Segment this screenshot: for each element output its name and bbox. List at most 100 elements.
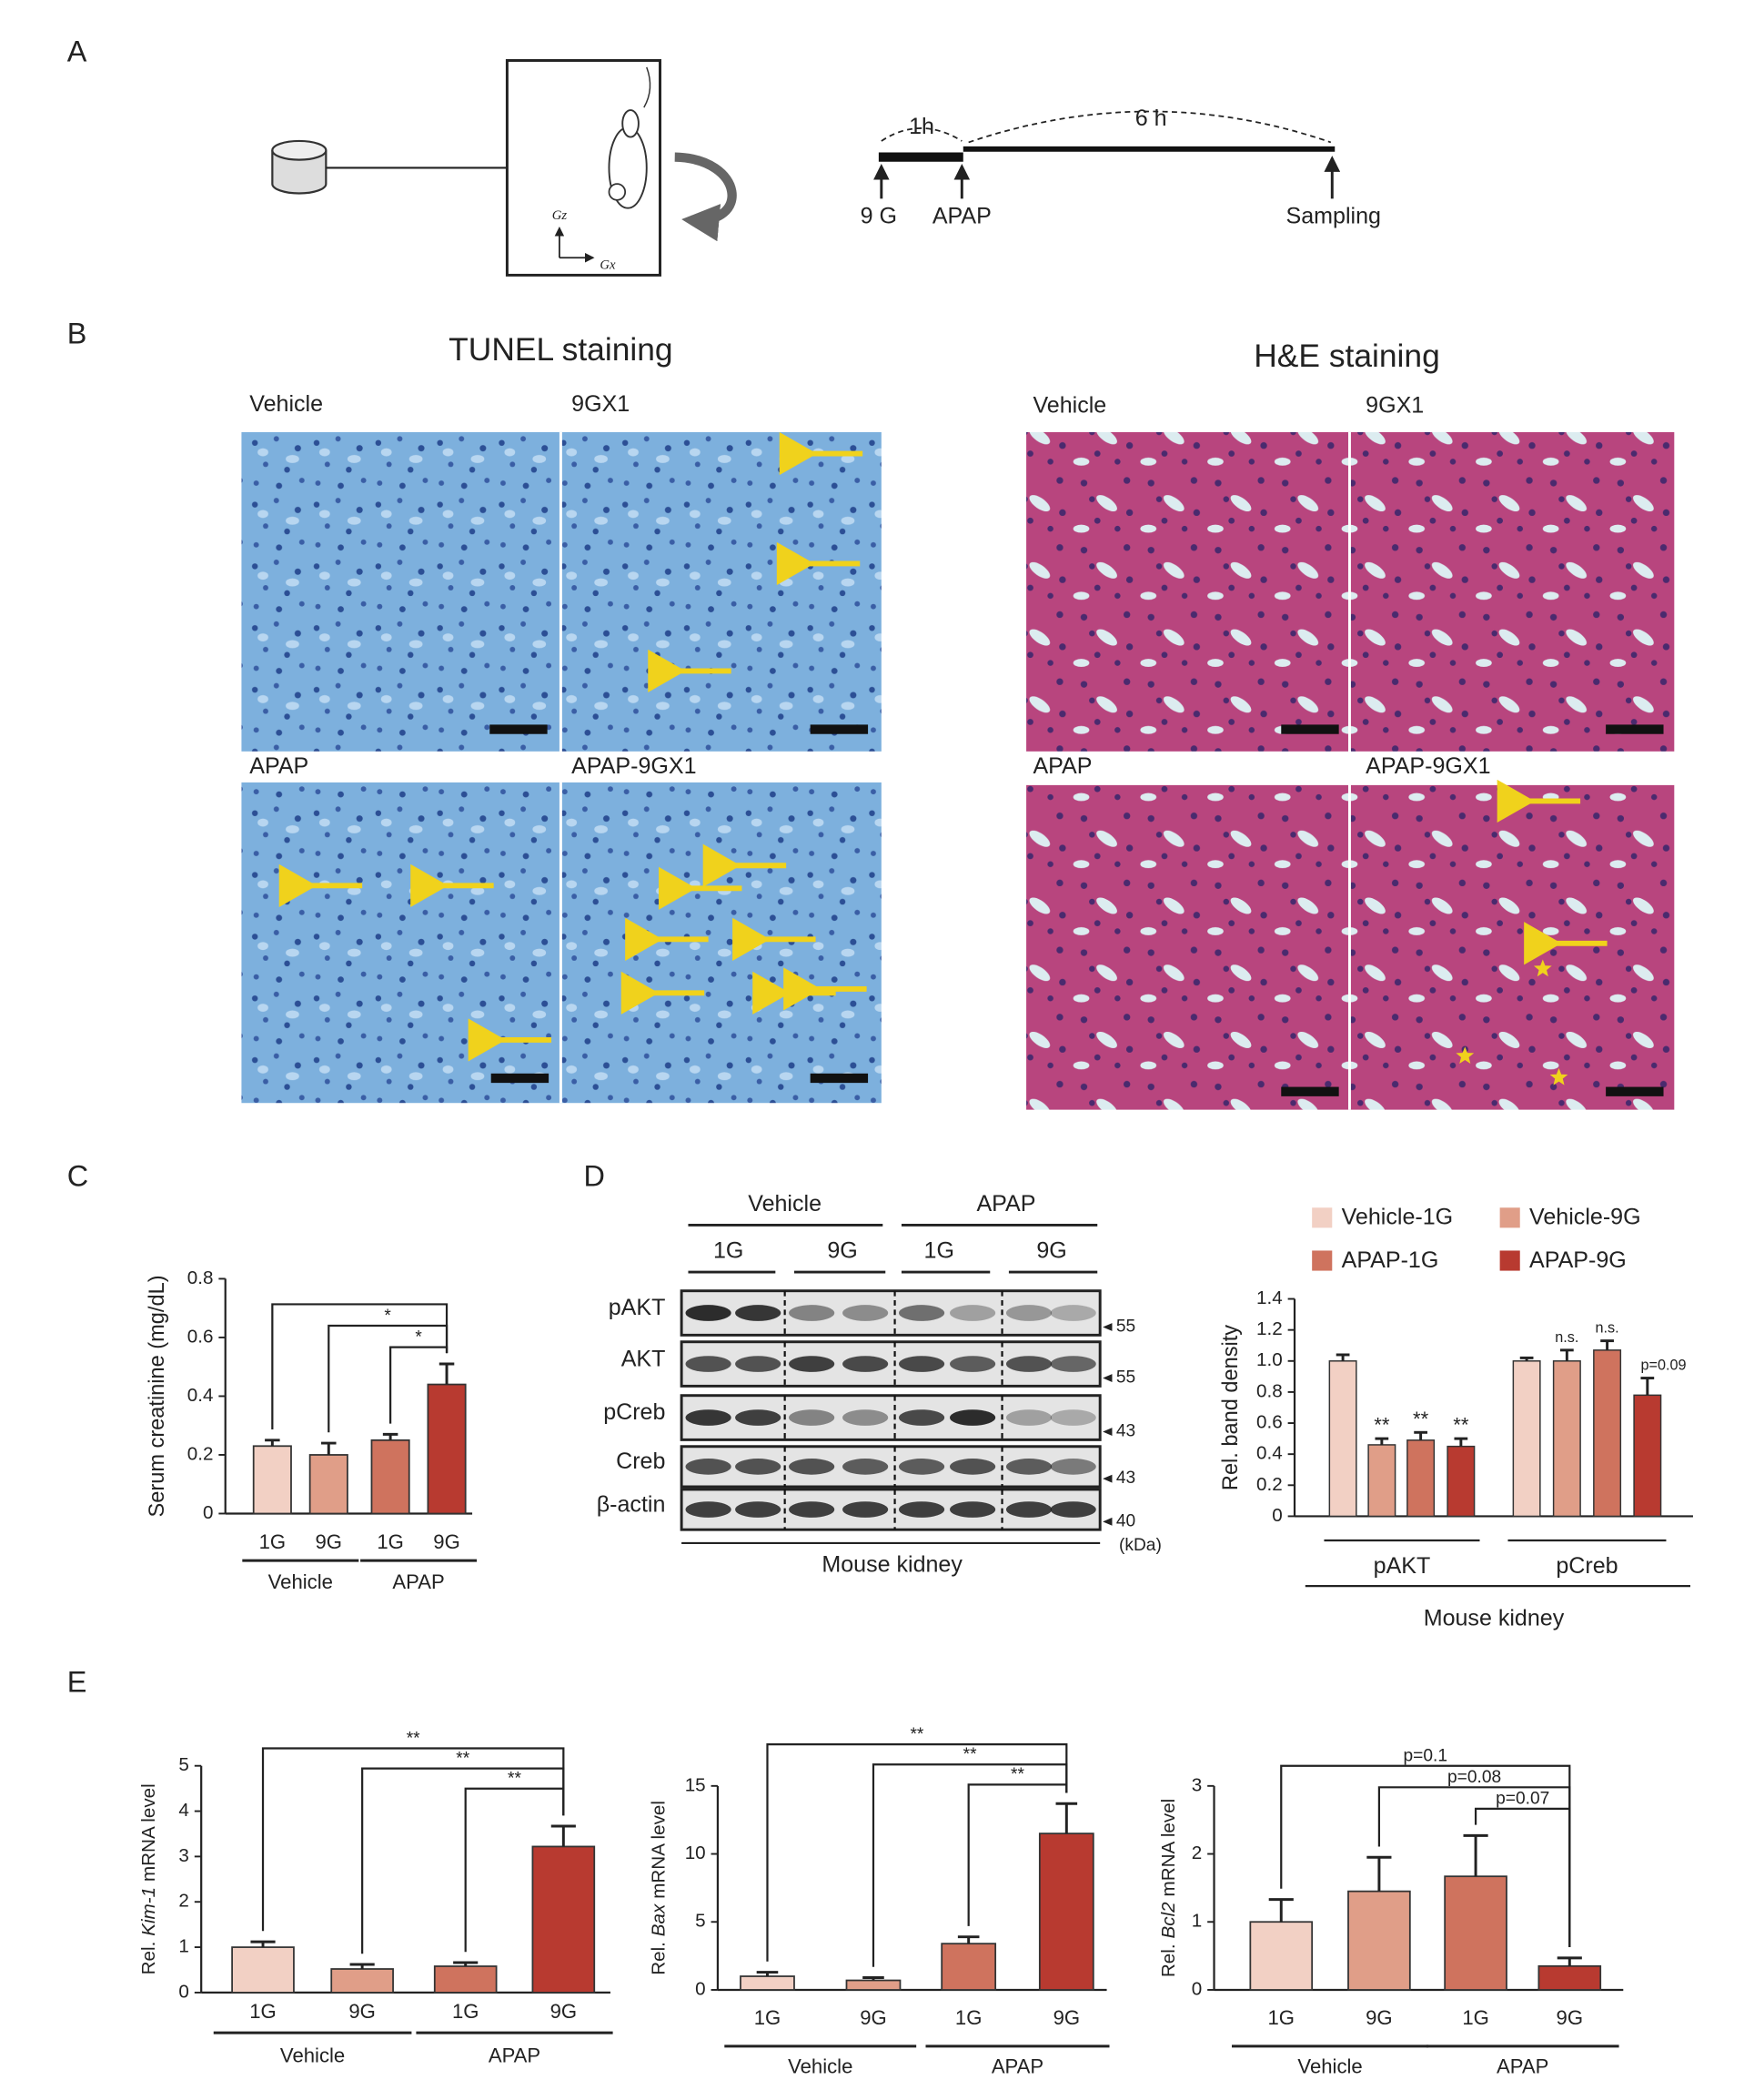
error-bar	[1454, 1437, 1468, 1447]
y-tick-label: 0.8	[1256, 1380, 1283, 1401]
y-tick-label: 0	[178, 1981, 188, 2002]
bar	[1447, 1445, 1476, 1518]
band	[842, 1305, 889, 1321]
error-bar	[1519, 1356, 1534, 1361]
y-tick-label: 2	[178, 1891, 188, 1912]
annotation-marks	[278, 431, 1664, 1096]
band	[1050, 1409, 1096, 1426]
bar	[433, 1965, 498, 1994]
bar	[1537, 1964, 1602, 1991]
interval-label: 1h	[909, 114, 934, 139]
scale-bar	[810, 724, 869, 734]
bar	[330, 1968, 394, 1994]
legend-label: APAP-9G	[1529, 1247, 1627, 1273]
mouse-tail	[643, 66, 651, 108]
panel-label: E	[67, 1665, 87, 1698]
mouse-leg	[608, 183, 627, 201]
bar	[1633, 1394, 1662, 1518]
y-tick-label: 4	[178, 1800, 188, 1821]
y-tick-label: 0	[1192, 1978, 1202, 1999]
y-tick-label: 0	[1272, 1505, 1282, 1526]
scale-bar	[1281, 724, 1339, 734]
scale-bar	[490, 1073, 549, 1084]
y-tick-label: 1	[1192, 1911, 1202, 1932]
legend-swatch	[1312, 1207, 1333, 1228]
group-label: APAP	[1497, 2055, 1548, 2077]
event-label: APAP	[932, 204, 992, 229]
y-tick-label: 1.4	[1256, 1287, 1283, 1308]
marker-label: 55	[1116, 1368, 1135, 1388]
scale-bar	[1281, 1086, 1339, 1096]
legend-swatch	[1499, 1207, 1520, 1228]
error-bar	[550, 1824, 576, 1847]
annotation: n.s.	[1596, 1320, 1619, 1337]
y-axis-label-part: Rel.	[1158, 1944, 1179, 1977]
marker-label: 43	[1116, 1469, 1135, 1488]
band	[950, 1409, 996, 1426]
annotation: **	[1413, 1408, 1429, 1430]
scale-bar	[489, 724, 548, 734]
bar	[370, 1439, 410, 1515]
y-tick-label: 5	[695, 1911, 705, 1932]
significance-label: p=0.1	[1404, 1746, 1447, 1765]
y-tick-label: 2	[1192, 1843, 1202, 1863]
x-tick-label: 9G	[433, 1530, 460, 1553]
panel-caption: 9GX1	[1366, 393, 1424, 419]
y-tick-label: 10	[685, 1843, 706, 1863]
y-tick-label: 1.0	[1256, 1349, 1283, 1370]
panel-caption: APAP-9GX1	[1366, 753, 1490, 779]
group-label: APAP	[992, 2055, 1043, 2077]
band	[789, 1409, 835, 1426]
bar	[531, 1845, 596, 1994]
band	[789, 1459, 835, 1475]
panel-caption: Vehicle	[1033, 393, 1106, 419]
y-tick-label: 0.6	[1256, 1412, 1283, 1433]
significance-bracket	[464, 1787, 565, 1953]
bar	[941, 1943, 997, 1991]
significance-bracket	[389, 1346, 449, 1424]
x-tick-label: 1G	[955, 2006, 983, 2029]
y-tick-label: 5	[178, 1754, 188, 1775]
caption: Mouse kidney	[822, 1552, 963, 1578]
x-tick-label: 1G	[259, 1530, 287, 1553]
event-label: Sampling	[1286, 204, 1381, 229]
x-axis-label: Mouse kidney	[1424, 1606, 1565, 1631]
interval-arc	[968, 110, 1332, 144]
band	[735, 1356, 781, 1372]
error-bar	[1559, 1348, 1574, 1361]
error-bar	[250, 1940, 276, 1948]
band	[735, 1305, 781, 1321]
error-bar	[957, 1935, 980, 1944]
annotation: n.s.	[1555, 1329, 1578, 1346]
band	[1005, 1305, 1053, 1321]
error-bar	[321, 1441, 337, 1455]
bar	[252, 1445, 292, 1515]
group-label: Vehicle	[748, 1191, 822, 1217]
error-bar	[1336, 1353, 1350, 1361]
y-axis-label-part: mRNA level	[649, 1801, 670, 1899]
panel-caption: APAP-9GX1	[571, 753, 696, 779]
significance-label: p=0.07	[1496, 1790, 1549, 1809]
y-tick-label: 0	[203, 1502, 213, 1523]
star	[1533, 959, 1552, 977]
row-label: Creb	[616, 1449, 665, 1474]
x-tick-label: 9G	[1557, 2006, 1584, 2029]
star	[1549, 1067, 1568, 1085]
legend-label: Vehicle-1G	[1342, 1205, 1454, 1230]
significance-label: **	[407, 1729, 420, 1748]
event-label: 9 G	[861, 204, 897, 229]
band	[735, 1409, 781, 1426]
band	[1005, 1409, 1053, 1426]
row-label: β-actin	[597, 1491, 666, 1517]
band	[685, 1459, 731, 1475]
y-axis-label: Rel. Kim-1 mRNA level	[139, 1783, 160, 1974]
reservoir-top	[271, 139, 328, 161]
panel-label: C	[67, 1159, 88, 1192]
axis-label: Gz	[552, 208, 568, 223]
legend-label: Vehicle-9G	[1529, 1205, 1641, 1230]
y-axis-label-part: Rel.	[649, 1942, 670, 1975]
error-bar	[382, 1432, 398, 1440]
annotation: **	[1374, 1414, 1390, 1437]
error-bar	[1600, 1339, 1614, 1350]
